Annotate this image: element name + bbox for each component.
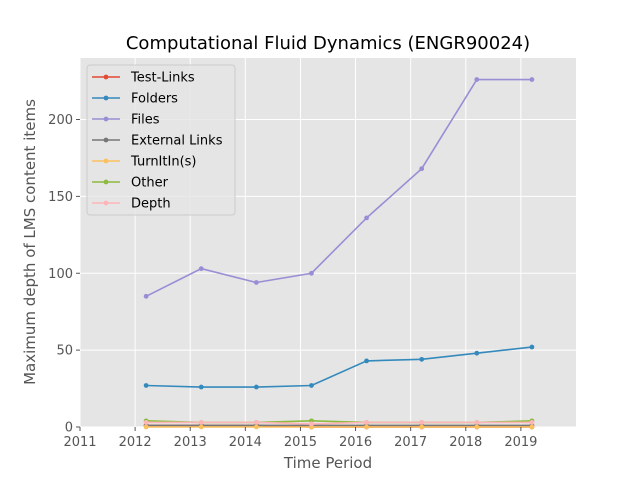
x-tick-label: 2018 bbox=[449, 435, 482, 450]
legend: Test-Links Folders Files External Links Turn… bbox=[86, 64, 236, 216]
data-point bbox=[198, 384, 204, 390]
x-tick-label: 2015 bbox=[284, 435, 317, 450]
data-point bbox=[253, 424, 259, 430]
legend-label: Folders bbox=[131, 92, 178, 107]
x-tick-label: 2019 bbox=[504, 435, 537, 450]
series-layer bbox=[143, 77, 535, 430]
x-axis-label: Time Period bbox=[283, 454, 372, 472]
tick-layer: 2011 2012 2013 2014 2015 2016 2017 2018 2019 0 50 1… bbox=[48, 113, 537, 450]
legend-swatch-marker bbox=[103, 74, 109, 80]
data-point bbox=[198, 266, 204, 272]
data-point bbox=[364, 215, 369, 221]
data-point bbox=[474, 77, 480, 82]
series-4 bbox=[143, 424, 535, 430]
legend-entry: TurnItIn(s) bbox=[92, 155, 196, 170]
legend-entry: Depth bbox=[92, 197, 171, 212]
data-point bbox=[253, 280, 259, 285]
legend-swatch-marker bbox=[103, 179, 109, 185]
series-6 bbox=[143, 419, 535, 427]
legend-swatch-marker bbox=[103, 158, 109, 164]
legend-entry: Files bbox=[92, 113, 160, 128]
legend-swatch-marker bbox=[103, 116, 109, 122]
y-tick-label: 100 bbox=[48, 267, 73, 282]
series-1 bbox=[143, 344, 535, 390]
data-point bbox=[309, 421, 314, 427]
data-point bbox=[198, 419, 204, 425]
data-point bbox=[529, 77, 535, 82]
series-line bbox=[146, 346, 532, 388]
legend-label: TurnItIn(s) bbox=[130, 155, 196, 170]
y-tick-label: 0 bbox=[65, 421, 73, 436]
data-point bbox=[253, 384, 259, 390]
data-point bbox=[474, 350, 480, 356]
data-point bbox=[419, 166, 425, 172]
data-point bbox=[529, 419, 535, 425]
y-tick-label: 200 bbox=[48, 113, 73, 128]
data-point bbox=[143, 424, 149, 430]
x-tick-label: 2013 bbox=[174, 435, 207, 450]
data-point bbox=[309, 383, 314, 388]
data-point bbox=[198, 424, 204, 430]
legend-entry: External Links bbox=[92, 134, 223, 149]
data-point bbox=[474, 419, 480, 425]
legend-swatch-marker bbox=[103, 95, 109, 101]
data-point bbox=[419, 356, 425, 362]
legend-label: Depth bbox=[131, 197, 171, 212]
data-point bbox=[309, 270, 314, 276]
y-axis-label: Maximum depth of LMS content items bbox=[21, 99, 39, 385]
data-point bbox=[529, 344, 535, 350]
legend-entry: Test-Links bbox=[92, 71, 195, 86]
x-tick-label: 2014 bbox=[229, 435, 262, 450]
data-point bbox=[143, 419, 149, 425]
legend-label: Other bbox=[131, 176, 169, 191]
legend-label: External Links bbox=[131, 134, 223, 149]
data-point bbox=[143, 383, 149, 388]
data-point bbox=[364, 424, 369, 430]
data-point bbox=[143, 293, 149, 299]
y-tick-label: 50 bbox=[56, 344, 73, 359]
data-point bbox=[253, 419, 259, 425]
data-point bbox=[419, 424, 425, 430]
y-tick-label: 150 bbox=[48, 190, 73, 205]
legend-entry: Folders bbox=[92, 92, 178, 107]
legend-label: Files bbox=[131, 113, 160, 128]
legend-swatch-marker bbox=[103, 200, 109, 206]
data-point bbox=[419, 419, 425, 425]
data-point bbox=[364, 419, 369, 425]
data-point bbox=[474, 424, 480, 430]
series-line bbox=[146, 421, 532, 425]
legend-label: Test-Links bbox=[130, 71, 195, 86]
series-line bbox=[145, 78, 532, 298]
chart-title: Computational Fluid Dynamics (ENGR90024) bbox=[126, 33, 530, 54]
x-tick-label: 2017 bbox=[394, 435, 427, 450]
legend-swatch-marker bbox=[103, 137, 109, 143]
data-point bbox=[364, 358, 369, 364]
x-tick-label: 2011 bbox=[63, 435, 96, 450]
legend-box bbox=[86, 64, 236, 216]
x-tick-label: 2016 bbox=[339, 435, 372, 450]
data-point bbox=[529, 424, 535, 430]
legend-entry: Other bbox=[92, 176, 169, 191]
x-tick-label: 2012 bbox=[119, 435, 152, 450]
series-2 bbox=[143, 77, 535, 299]
